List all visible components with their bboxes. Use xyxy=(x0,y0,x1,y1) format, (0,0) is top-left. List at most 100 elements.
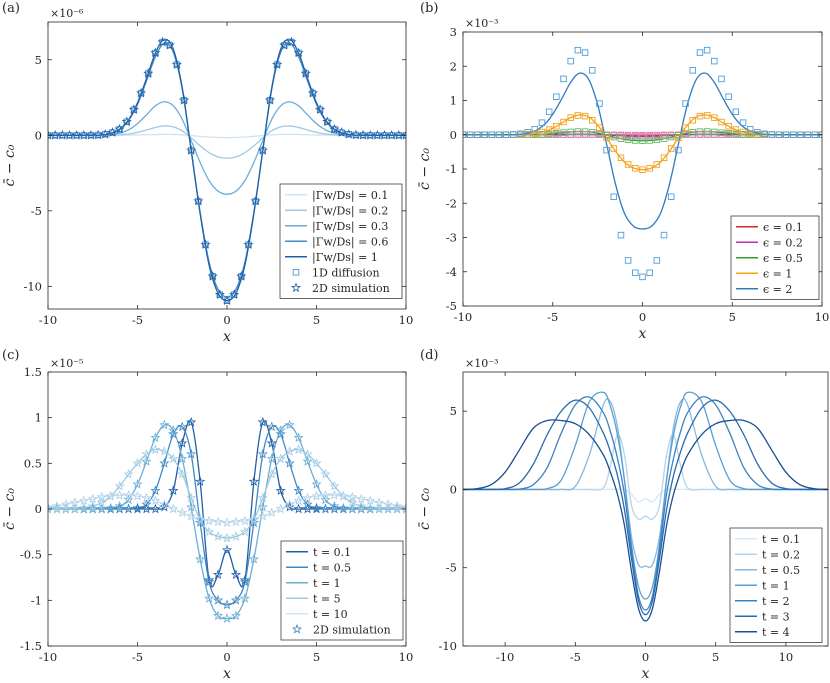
marker-square xyxy=(639,273,646,281)
y-tick-label: -5 xyxy=(446,299,457,313)
legend-label: t = 5 xyxy=(313,592,341,605)
x-axis-label: x xyxy=(223,666,231,682)
legend-label: t = 0.1 xyxy=(313,546,351,559)
marker-square xyxy=(660,231,668,239)
legend: ϵ = 0.1 ϵ = 0.2 ϵ = 0.5 ϵ = 1 ϵ = 2 xyxy=(730,215,820,300)
marker-square xyxy=(653,136,661,144)
marker-star xyxy=(239,593,250,603)
marker-star xyxy=(391,500,403,511)
marker-star xyxy=(200,239,211,249)
y-tick-label: -10 xyxy=(23,279,42,293)
marker-star xyxy=(275,425,286,435)
marker-star xyxy=(266,437,277,448)
legend-label: 1D diffusion xyxy=(312,266,380,279)
marker-star xyxy=(168,425,179,435)
marker-star xyxy=(284,499,295,509)
marker-star xyxy=(336,127,347,137)
marker-star xyxy=(343,128,354,139)
marker-square xyxy=(624,257,632,264)
marker-star xyxy=(195,513,206,524)
marker-star xyxy=(178,94,190,105)
marker-square xyxy=(567,114,574,121)
marker-star xyxy=(275,453,286,464)
marker-square xyxy=(545,130,553,138)
y-tick-label: 5 xyxy=(35,53,42,67)
marker-star xyxy=(78,495,89,506)
marker-square xyxy=(689,116,697,124)
series-line-0 xyxy=(463,488,828,503)
marker-star xyxy=(248,476,259,486)
marker-square xyxy=(610,145,618,152)
marker-square xyxy=(689,67,697,74)
marker-star xyxy=(204,515,215,526)
x-tick-label: 0 xyxy=(223,650,230,664)
marker-star xyxy=(236,271,247,281)
marker-square xyxy=(725,93,732,100)
x-tick-label: 0 xyxy=(642,650,649,664)
marker-star xyxy=(221,613,233,623)
legend-label: t = 1 xyxy=(762,579,790,592)
marker-star xyxy=(69,497,80,507)
x-tick-label: 0 xyxy=(223,313,230,327)
legend-label: |Γw/Ds| = 0.3 xyxy=(312,220,388,234)
marker-star xyxy=(284,419,295,430)
x-tick-label: -10 xyxy=(39,650,58,664)
marker-square xyxy=(754,129,761,136)
legend-label: t = 0.5 xyxy=(313,561,351,574)
series-line-6 xyxy=(463,419,828,622)
series-line-3 xyxy=(463,391,828,600)
marker-star xyxy=(320,503,331,514)
y-tick-label: 5 xyxy=(450,404,457,418)
marker-star xyxy=(230,531,242,541)
marker-star xyxy=(168,453,179,464)
marker-square xyxy=(588,129,596,136)
marker-star xyxy=(141,499,152,509)
legend-label: t = 0.1 xyxy=(762,533,800,546)
marker-square xyxy=(768,131,775,138)
marker-star xyxy=(302,448,313,459)
marker-star xyxy=(286,36,297,47)
marker-star xyxy=(123,494,134,505)
marker-star xyxy=(320,489,331,500)
marker-star xyxy=(307,87,318,98)
marker-square xyxy=(703,112,711,119)
marker-star xyxy=(257,510,268,521)
marker-star xyxy=(257,145,268,155)
y-tick-label: 0 xyxy=(35,502,42,516)
marker-star xyxy=(51,500,63,511)
marker-star xyxy=(186,501,197,512)
legend-label: t = 0.2 xyxy=(762,548,800,561)
marker-star xyxy=(212,569,224,580)
marker-star xyxy=(143,68,154,78)
marker-star xyxy=(230,569,242,580)
marker-square xyxy=(782,131,790,138)
marker-square xyxy=(632,137,639,144)
marker-star xyxy=(123,503,134,514)
marker-star xyxy=(275,503,286,514)
series-line-4 xyxy=(463,396,828,611)
marker-star xyxy=(347,503,358,514)
marker-square xyxy=(567,128,574,136)
marker-star xyxy=(164,39,175,50)
marker-star xyxy=(96,491,107,502)
marker-star xyxy=(177,468,188,479)
marker-star xyxy=(284,457,295,468)
marker-square xyxy=(711,57,718,65)
series-line-5 xyxy=(463,399,828,616)
marker-star xyxy=(78,502,89,513)
legend-label: 2D simulation xyxy=(312,282,390,295)
marker-star xyxy=(207,271,218,281)
marker-star xyxy=(177,437,188,448)
x-tick-label: 0 xyxy=(639,310,646,324)
legend-label: ϵ = 0.1 xyxy=(763,221,803,234)
marker-square xyxy=(481,131,488,138)
marker-star xyxy=(128,104,139,114)
marker-star xyxy=(51,503,63,514)
marker-star xyxy=(311,457,322,468)
y-axis-label: c̄ − c₀ xyxy=(2,144,18,186)
legend-marker xyxy=(292,269,300,276)
marker-star xyxy=(329,503,340,514)
marker-square xyxy=(725,130,732,137)
marker-star xyxy=(221,544,233,555)
y-tick-label: -1.5 xyxy=(20,639,42,653)
